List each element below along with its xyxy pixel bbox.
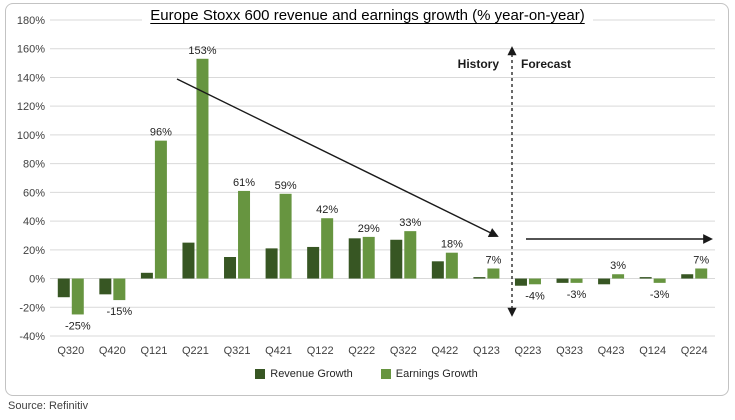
svg-text:42%: 42% bbox=[316, 204, 338, 216]
history-label: History bbox=[457, 57, 499, 71]
svg-text:Q222: Q222 bbox=[348, 345, 375, 357]
svg-text:100%: 100% bbox=[17, 130, 45, 142]
svg-text:160%: 160% bbox=[17, 44, 45, 56]
bar-earnings-Q423 bbox=[612, 274, 625, 279]
svg-text:Q423: Q423 bbox=[598, 345, 625, 357]
svg-text:-20%: -20% bbox=[19, 302, 45, 314]
bar-revenue-Q221 bbox=[182, 242, 195, 279]
trend-arrow bbox=[176, 78, 499, 237]
svg-text:140%: 140% bbox=[17, 72, 45, 84]
bar-revenue-Q222 bbox=[348, 238, 361, 279]
svg-text:Q124: Q124 bbox=[639, 345, 666, 357]
svg-text:80%: 80% bbox=[23, 159, 45, 171]
svg-text:33%: 33% bbox=[399, 217, 421, 229]
forecast-label: Forecast bbox=[521, 57, 572, 71]
bar-earnings-Q320 bbox=[71, 278, 84, 315]
svg-text:Q422: Q422 bbox=[431, 345, 458, 357]
data-labels: -25% -15% 96% 153% 61% 59% 42% 29% 33% 18% 7% -4% -3… bbox=[65, 45, 709, 333]
earnings-swatch-icon bbox=[380, 369, 391, 379]
svg-text:Q323: Q323 bbox=[556, 345, 583, 357]
svg-text:3%: 3% bbox=[610, 260, 626, 272]
svg-text:180%: 180% bbox=[17, 15, 45, 27]
chart-title-text: Europe Stoxx 600 revenue and earnings gr… bbox=[142, 7, 593, 24]
x-axis-labels: Q320 Q420 Q121 Q221 Q321 Q421 Q122 Q222 Q322 Q422… bbox=[57, 345, 707, 357]
svg-text:7%: 7% bbox=[485, 254, 501, 266]
bar-revenue-Q321 bbox=[224, 257, 237, 279]
bar-earnings-Q422 bbox=[445, 252, 458, 279]
bar-earnings-Q420 bbox=[113, 278, 126, 301]
svg-text:40%: 40% bbox=[23, 216, 45, 228]
bar-revenue-Q422 bbox=[431, 261, 444, 279]
bar-earnings-Q323 bbox=[570, 278, 583, 283]
bar-earnings-Q322 bbox=[404, 231, 417, 279]
svg-text:29%: 29% bbox=[358, 223, 380, 235]
svg-text:Q321: Q321 bbox=[224, 345, 251, 357]
svg-text:Q122: Q122 bbox=[307, 345, 334, 357]
svg-text:120%: 120% bbox=[17, 101, 45, 113]
legend-label-earnings: Earnings Growth bbox=[395, 368, 478, 380]
bar-revenue-Q322 bbox=[390, 239, 403, 279]
bar-earnings-Q223 bbox=[528, 278, 541, 285]
bar-earnings-Q222 bbox=[362, 236, 375, 279]
bar-revenue-Q421 bbox=[265, 248, 278, 279]
svg-text:7%: 7% bbox=[693, 254, 709, 266]
svg-text:61%: 61% bbox=[233, 177, 255, 189]
bar-earnings-Q122 bbox=[321, 218, 334, 279]
source-caption: Source: Refinitiv bbox=[8, 400, 89, 412]
bar-revenue-Q320 bbox=[57, 278, 70, 298]
annotation-arrows bbox=[176, 46, 713, 317]
svg-text:20%: 20% bbox=[23, 245, 45, 257]
legend-item-revenue: Revenue Growth bbox=[255, 368, 353, 380]
bar-revenue-Q121 bbox=[140, 272, 153, 279]
bar-revenue-Q123 bbox=[473, 277, 486, 279]
svg-text:-3%: -3% bbox=[567, 289, 587, 301]
bars bbox=[57, 58, 708, 315]
bar-earnings-Q421 bbox=[279, 193, 292, 279]
bar-revenue-Q323 bbox=[556, 278, 569, 283]
bar-revenue-Q224 bbox=[681, 274, 694, 279]
bar-earnings-Q221 bbox=[196, 58, 209, 279]
bar-revenue-Q122 bbox=[307, 246, 320, 279]
svg-text:Q121: Q121 bbox=[140, 345, 167, 357]
svg-text:153%: 153% bbox=[188, 45, 216, 57]
bar-earnings-Q124 bbox=[653, 278, 666, 283]
svg-text:Q420: Q420 bbox=[99, 345, 126, 357]
chart-frame bbox=[5, 3, 729, 396]
svg-text:0%: 0% bbox=[29, 274, 45, 286]
legend: Revenue Growth Earnings Growth bbox=[5, 368, 728, 380]
svg-text:60%: 60% bbox=[23, 187, 45, 199]
bar-earnings-Q123 bbox=[487, 268, 500, 279]
gridlines bbox=[50, 19, 715, 337]
legend-label-revenue: Revenue Growth bbox=[270, 368, 353, 380]
svg-text:59%: 59% bbox=[275, 180, 297, 192]
bar-revenue-Q223 bbox=[514, 278, 527, 286]
svg-text:-25%: -25% bbox=[65, 320, 91, 332]
revenue-swatch-icon bbox=[255, 369, 266, 379]
svg-text:Q320: Q320 bbox=[57, 345, 84, 357]
chart-title: Europe Stoxx 600 revenue and earnings gr… bbox=[0, 7, 735, 25]
bar-revenue-Q423 bbox=[598, 278, 611, 285]
svg-text:96%: 96% bbox=[150, 127, 172, 139]
svg-text:Q322: Q322 bbox=[390, 345, 417, 357]
bar-earnings-Q321 bbox=[238, 190, 251, 279]
svg-text:Q221: Q221 bbox=[182, 345, 209, 357]
bar-revenue-Q420 bbox=[99, 278, 112, 295]
svg-text:Q123: Q123 bbox=[473, 345, 500, 357]
bar-earnings-Q224 bbox=[695, 268, 708, 279]
svg-text:Q421: Q421 bbox=[265, 345, 292, 357]
svg-text:-3%: -3% bbox=[650, 289, 670, 301]
bar-earnings-Q121 bbox=[154, 140, 167, 279]
y-axis-labels: 180% 160% 140% 120% 100% 80% 60% 40% 20% 0% -20% -4… bbox=[17, 15, 45, 343]
svg-text:-4%: -4% bbox=[525, 290, 545, 302]
svg-text:Q224: Q224 bbox=[681, 345, 708, 357]
legend-item-earnings: Earnings Growth bbox=[380, 368, 478, 380]
bar-revenue-Q124 bbox=[639, 277, 652, 279]
svg-text:18%: 18% bbox=[441, 239, 463, 251]
svg-text:-40%: -40% bbox=[19, 331, 45, 343]
svg-text:Q223: Q223 bbox=[515, 345, 542, 357]
svg-text:-15%: -15% bbox=[107, 306, 133, 318]
